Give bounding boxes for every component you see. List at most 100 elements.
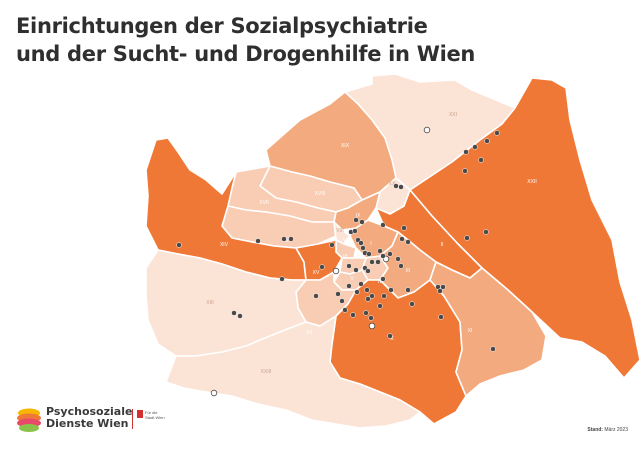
district-label-xi: XI	[468, 328, 473, 334]
facility-marker[interactable]	[366, 251, 372, 257]
facility-marker[interactable]	[405, 239, 411, 245]
facility-marker[interactable]	[387, 333, 393, 339]
facility-marker[interactable]	[363, 310, 369, 316]
logo-stripe-4	[19, 424, 39, 432]
facility-marker[interactable]	[490, 346, 496, 352]
facility-marker[interactable]	[354, 289, 360, 295]
facility-marker[interactable]	[281, 236, 287, 242]
facility-marker[interactable]	[472, 144, 478, 150]
facility-marker[interactable]	[353, 217, 359, 223]
stand-value: März 2023	[604, 427, 628, 433]
facility-marker[interactable]	[464, 235, 470, 241]
facility-marker[interactable]	[395, 256, 401, 262]
district-xiii[interactable]	[145, 249, 307, 357]
district-label-xxiii: XXIII	[261, 369, 272, 375]
district-label-ii: II	[441, 242, 444, 248]
district-label-xxii: XXII	[527, 179, 536, 185]
district-label-v: V	[350, 276, 354, 282]
district-label-xiv: XIV	[220, 242, 229, 248]
facility-marker[interactable]	[368, 315, 374, 321]
logo-line-1: Psychosoziale	[46, 405, 133, 418]
facility-marker[interactable]	[478, 157, 484, 163]
facility-marker[interactable]	[440, 284, 446, 290]
facility-marker[interactable]	[358, 240, 364, 246]
facility-marker[interactable]	[398, 184, 404, 190]
facility-marker[interactable]	[339, 298, 345, 304]
facility-marker[interactable]	[255, 238, 261, 244]
facility-marker[interactable]	[288, 236, 294, 242]
facility-marker[interactable]	[369, 259, 375, 265]
facility-marker[interactable]	[398, 263, 404, 269]
map-title: Einrichtungen der Sozialpsychiatrie und …	[16, 12, 475, 68]
district-label-iv: IV	[378, 279, 383, 285]
facility-marker[interactable]	[313, 293, 319, 299]
district-label-x: X	[390, 336, 394, 342]
facility-marker[interactable]	[360, 245, 366, 251]
facility-marker[interactable]	[350, 312, 356, 318]
facility-marker[interactable]	[380, 222, 386, 228]
facility-marker[interactable]	[365, 268, 371, 274]
facility-marker[interactable]	[352, 228, 358, 234]
psd-logo-text: Psychosoziale Dienste Wien	[46, 406, 132, 430]
facility-marker[interactable]	[346, 283, 352, 289]
district-label-xviii: XVIII	[315, 191, 326, 197]
facility-marker[interactable]	[335, 291, 341, 297]
facility-marker[interactable]	[438, 314, 444, 320]
district-label-xx: XX	[389, 181, 396, 187]
facility-marker[interactable]	[393, 183, 399, 189]
district-label-xii: XII	[306, 330, 312, 336]
facility-marker[interactable]	[358, 281, 364, 287]
facility-marker[interactable]	[399, 236, 405, 242]
facility-marker[interactable]	[409, 301, 415, 307]
facility-marker[interactable]	[375, 259, 381, 265]
facility-marker[interactable]	[176, 242, 182, 248]
facility-marker[interactable]	[380, 253, 386, 259]
facility-marker[interactable]	[342, 307, 348, 313]
district-xv[interactable]	[295, 239, 343, 281]
facility-marker[interactable]	[387, 251, 393, 257]
facility-marker[interactable]	[332, 267, 340, 275]
districts-layer	[145, 73, 640, 429]
facility-marker[interactable]	[329, 242, 335, 248]
facility-marker[interactable]	[405, 287, 411, 293]
psd-logo: Psychosoziale Dienste Wien	[16, 406, 136, 436]
facility-marker[interactable]	[231, 310, 237, 316]
facility-marker[interactable]	[381, 293, 387, 299]
facility-marker[interactable]	[483, 229, 489, 235]
district-label-i: I	[370, 241, 371, 247]
district-xxiii[interactable]	[165, 315, 421, 429]
facility-marker[interactable]	[346, 263, 352, 269]
facility-marker[interactable]	[353, 267, 359, 273]
facility-marker[interactable]	[401, 225, 407, 231]
wien-badge-text: Für die Stadt Wien	[145, 410, 165, 420]
facility-marker[interactable]	[365, 296, 371, 302]
district-viii[interactable]	[333, 221, 351, 245]
facility-marker[interactable]	[279, 276, 285, 282]
facility-marker[interactable]	[423, 126, 431, 134]
facility-marker[interactable]	[463, 149, 469, 155]
wien-badge-line-2: Stadt Wien	[145, 415, 165, 420]
district-label-xvi: XVI	[282, 238, 290, 244]
district-xi[interactable]	[429, 261, 547, 397]
facility-marker[interactable]	[380, 276, 386, 282]
stand-date: Stand: März 2023	[587, 427, 628, 433]
title-line-2: und der Sucht- und Drogenhilfe in Wien	[16, 42, 476, 66]
facility-marker[interactable]	[359, 219, 365, 225]
facility-marker[interactable]	[210, 389, 218, 397]
facility-marker[interactable]	[369, 293, 375, 299]
facility-marker[interactable]	[368, 322, 376, 330]
facility-marker[interactable]	[237, 313, 243, 319]
facility-marker[interactable]	[437, 288, 443, 294]
facility-marker[interactable]	[462, 168, 468, 174]
district-label-vi: VI	[343, 254, 348, 260]
facility-marker[interactable]	[377, 303, 383, 309]
district-label-viii: VIII	[336, 228, 344, 234]
facility-marker[interactable]	[319, 264, 325, 270]
facility-marker[interactable]	[388, 287, 394, 293]
facility-marker[interactable]	[377, 248, 383, 254]
facility-marker[interactable]	[364, 287, 370, 293]
facility-marker[interactable]	[494, 130, 500, 136]
facility-marker[interactable]	[484, 138, 490, 144]
